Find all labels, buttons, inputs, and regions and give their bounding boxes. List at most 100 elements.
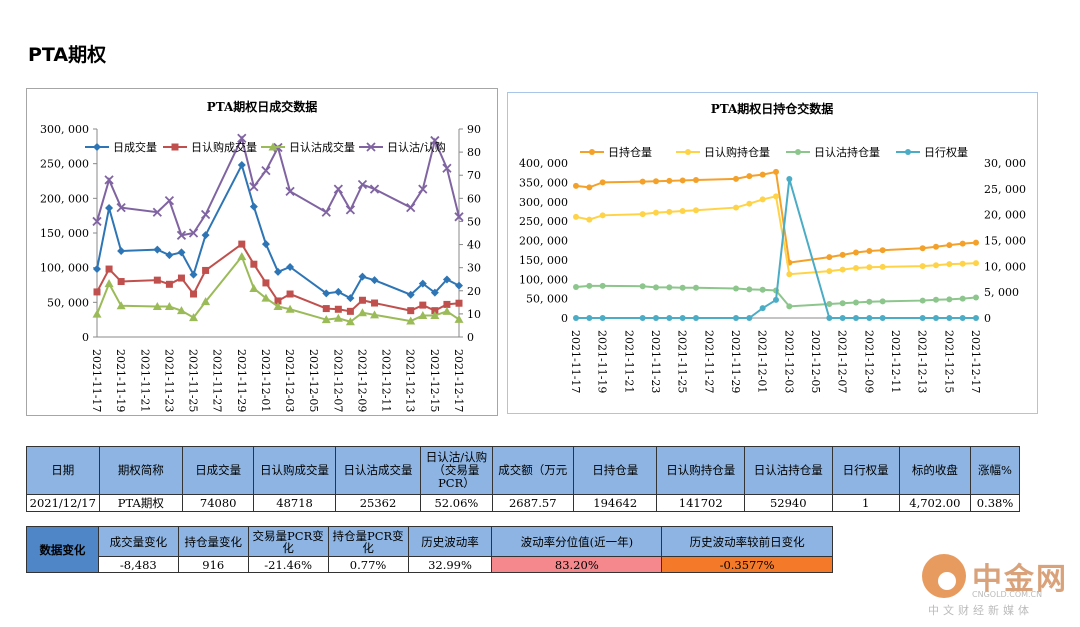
data-point: [249, 182, 259, 192]
data-point: [418, 311, 428, 320]
y-right-tick-label: 30: [467, 262, 481, 275]
data-point: [369, 184, 380, 194]
header-cell: 日认沽持仓量: [744, 446, 833, 495]
legend-label: 日认沽成交量: [289, 140, 355, 154]
data-point: [357, 179, 368, 190]
header-cell: 日认沽/认购（交易量PCR）: [420, 446, 493, 495]
data-point: [333, 313, 343, 322]
y-right-tick-label: 0: [467, 331, 474, 344]
x-tick-label: 2021-11-21: [138, 349, 151, 412]
data-point: [653, 284, 659, 291]
y-right-tick-label: 50: [467, 215, 481, 228]
header-cell: 成交额（万元: [491, 446, 574, 495]
legend-marker: [366, 142, 376, 152]
y-right-tick-label: 15, 000: [984, 235, 1026, 248]
data-point: [773, 168, 779, 175]
legend-item: 日成交量: [85, 140, 157, 154]
data-point: [573, 284, 579, 290]
data-point: [321, 207, 331, 217]
data-point: [371, 299, 379, 307]
data-point: [879, 298, 886, 305]
header-cell: 涨幅%: [970, 446, 1020, 495]
series-line: [575, 170, 977, 264]
data-point: [759, 286, 766, 293]
data-point: [201, 297, 211, 306]
data-point: [573, 182, 579, 189]
data-point: [164, 301, 174, 310]
data-point: [322, 289, 331, 298]
data-point: [407, 307, 415, 315]
data-point: [599, 212, 606, 219]
data-point: [92, 309, 102, 318]
data-point: [853, 315, 859, 321]
x-tick-label: 2021-11-17: [90, 349, 103, 412]
legend-marker: [795, 149, 801, 155]
y-right-tick-label: 60: [467, 192, 481, 205]
x-tick-label: 2021-11-25: [676, 330, 689, 393]
data-point: [152, 207, 162, 217]
data-point: [826, 301, 833, 308]
data-change-table: 数据变化 成交量变化 持仓量变化 交易量PCR变化 持仓量PCR变化 历史波动率…: [26, 526, 833, 573]
y-left-tick-label: 250, 000: [40, 158, 89, 171]
x-tick-label: 2021-12-17: [969, 330, 982, 393]
data-point: [370, 276, 379, 285]
data-point: [933, 243, 939, 250]
table-cell: 52.06%: [420, 494, 493, 512]
legend-item: 日持仓量: [580, 145, 652, 159]
data-point: [442, 163, 452, 173]
data-point: [345, 205, 356, 215]
data-point: [693, 284, 699, 291]
legend-marker: [685, 149, 691, 155]
y-left-tick-label: 100, 000: [519, 273, 568, 286]
data-point: [599, 179, 606, 186]
data-point: [334, 287, 343, 296]
table-cell: 25362: [334, 494, 422, 512]
series-0: [573, 168, 979, 266]
series-line: [96, 254, 460, 323]
data-point: [639, 315, 646, 321]
logo-text: 中金网: [972, 562, 1068, 597]
logo-circle-icon: [922, 554, 966, 598]
data-point: [879, 315, 886, 321]
data-point: [333, 184, 343, 194]
data-point: [946, 261, 953, 268]
legend-label: 日成交量: [113, 140, 157, 154]
data-point: [946, 242, 953, 249]
data-point: [285, 186, 295, 197]
data-point: [165, 251, 174, 260]
data-point: [826, 268, 833, 275]
data-point: [104, 279, 114, 288]
data-point: [733, 204, 739, 211]
series-1: [573, 193, 979, 278]
header-cell: 标的收盘: [898, 446, 972, 495]
x-tick-label: 2021-12-09: [862, 330, 875, 393]
data-point: [973, 314, 979, 321]
y-right-tick-label: 20: [467, 285, 481, 298]
data-point: [679, 208, 686, 215]
data-point: [238, 240, 246, 248]
data-point: [274, 267, 282, 276]
data-point: [773, 193, 779, 200]
y-left-tick-label: 300, 000: [519, 196, 568, 209]
data-point: [693, 207, 699, 214]
data-point: [334, 305, 342, 313]
x-tick-label: 2021-12-11: [380, 349, 393, 412]
data-point: [202, 266, 210, 274]
data-point: [406, 290, 415, 299]
x-tick-label: 2021-12-05: [307, 349, 320, 412]
x-tick-label: 2021-11-21: [622, 330, 635, 393]
data-point: [189, 313, 199, 322]
y-left-tick-label: 100, 000: [40, 262, 89, 275]
data-point: [746, 200, 753, 207]
data-point: [919, 297, 926, 304]
data-point: [586, 184, 593, 191]
data-point: [919, 245, 926, 252]
x-tick-label: 2021-12-17: [452, 349, 465, 412]
x-tick-label: 2021-12-13: [916, 330, 929, 393]
data-point: [455, 281, 463, 290]
data-point: [786, 176, 793, 183]
header-cell: 交易量PCR变化: [247, 526, 329, 557]
data-point: [573, 213, 579, 220]
volatility-change-cell: -0.3577%: [661, 556, 833, 573]
data-point: [853, 299, 859, 306]
